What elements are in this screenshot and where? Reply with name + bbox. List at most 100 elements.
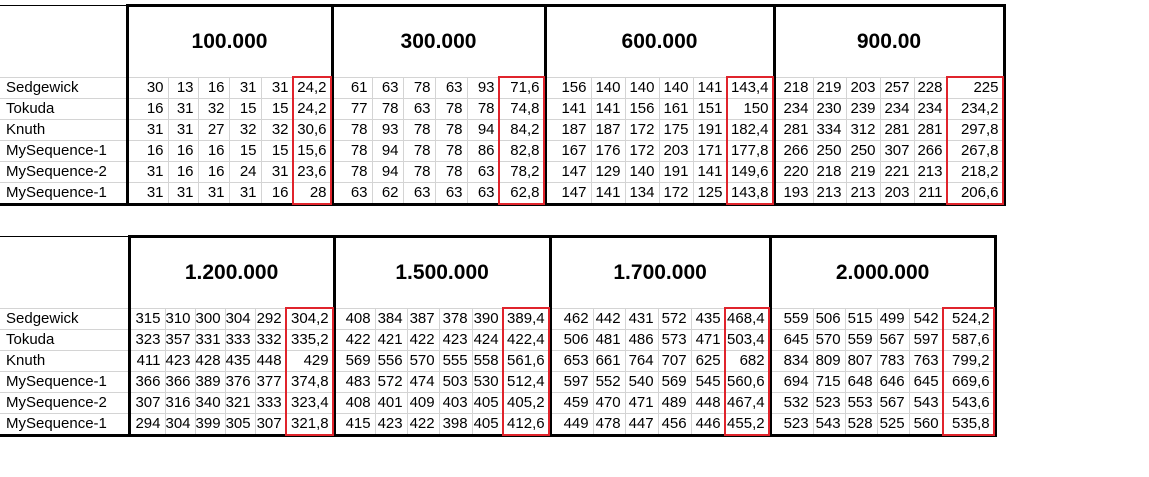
value-cell: 462 <box>548 308 594 330</box>
value-cell: 218 <box>772 77 813 99</box>
value-cell: 764 <box>624 350 659 372</box>
value-cell: 307 <box>879 140 914 162</box>
value-cell: 78 <box>330 119 372 141</box>
value-cell: 307 <box>127 392 165 414</box>
results-table-bottom: 1.200.000 1.500.000 1.700.000 2.000.000 Sedg… <box>0 235 997 437</box>
value-cell: 532 <box>768 392 814 414</box>
value-cell: 763 <box>908 350 944 372</box>
average-cell: 143,8 <box>726 182 776 206</box>
value-cell: 448 <box>690 392 726 414</box>
average-cell: 503,4 <box>724 329 772 351</box>
average-cell: 182,4 <box>726 119 776 141</box>
value-cell: 424 <box>471 329 504 351</box>
value-cell: 78 <box>434 98 467 120</box>
value-cell: 63 <box>434 77 467 99</box>
value-cell: 213 <box>913 161 947 183</box>
value-cell: 387 <box>406 308 440 330</box>
value-cell: 489 <box>657 392 692 414</box>
value-cell: 366 <box>164 371 196 393</box>
average-cell: 560,6 <box>724 371 772 393</box>
table-row: MySequence-2 31 16 16 24 31 23,6 78 94 78 78 63 78,2… <box>0 161 1006 183</box>
value-cell: 156 <box>543 77 591 99</box>
average-cell: 84,2 <box>498 119 547 141</box>
value-cell: 499 <box>876 308 910 330</box>
average-cell: 467,4 <box>724 392 772 414</box>
value-cell: 542 <box>908 308 944 330</box>
average-cell: 218,2 <box>946 161 1006 183</box>
value-cell: 24 <box>228 161 261 183</box>
value-cell: 332 <box>254 329 287 351</box>
value-cell: 405 <box>471 413 504 437</box>
value-cell: 597 <box>548 371 594 393</box>
average-cell: 15,6 <box>292 140 334 162</box>
value-cell: 234 <box>772 98 813 120</box>
value-cell: 172 <box>658 182 693 206</box>
value-cell: 27 <box>197 119 229 141</box>
value-cell: 94 <box>466 119 499 141</box>
value-cell: 230 <box>812 98 846 120</box>
value-cell: 331 <box>194 329 226 351</box>
value-cell: 203 <box>879 182 914 206</box>
table-row: Knuth 411 423 428 435 448 429 569 556 570 555 558 56… <box>0 350 997 372</box>
value-cell: 333 <box>224 329 256 351</box>
value-cell: 62 <box>371 182 403 206</box>
results-table-top: 100.000 300.000 600.000 900.00 Sedgewick 30 13… <box>0 4 1006 206</box>
value-cell: 213 <box>845 182 880 206</box>
average-cell: 561,6 <box>502 350 552 372</box>
average-cell: 304,2 <box>285 308 336 330</box>
value-cell: 86 <box>466 140 499 162</box>
corner-cell <box>0 236 129 309</box>
value-cell: 707 <box>657 350 692 372</box>
value-cell: 570 <box>812 329 846 351</box>
value-cell: 411 <box>127 350 165 372</box>
value-cell: 77 <box>330 98 372 120</box>
value-cell: 506 <box>548 329 594 351</box>
value-cell: 715 <box>812 371 846 393</box>
value-cell: 569 <box>332 350 376 372</box>
value-cell: 171 <box>692 140 727 162</box>
value-cell: 559 <box>844 329 878 351</box>
group-header: 1.700.000 <box>548 235 772 309</box>
value-cell: 234 <box>913 98 947 120</box>
value-cell: 93 <box>371 119 403 141</box>
value-cell: 316 <box>164 392 196 414</box>
value-cell: 31 <box>260 77 293 99</box>
value-cell: 552 <box>592 371 626 393</box>
value-cell: 219 <box>845 161 880 183</box>
value-cell: 384 <box>374 308 408 330</box>
value-cell: 151 <box>692 98 727 120</box>
average-cell: 587,6 <box>942 329 997 351</box>
value-cell: 31 <box>167 98 198 120</box>
average-cell: 143,4 <box>726 77 776 99</box>
value-cell: 63 <box>466 182 499 206</box>
value-cell: 193 <box>772 182 813 206</box>
average-cell: 669,6 <box>942 371 997 393</box>
value-cell: 191 <box>692 119 727 141</box>
value-cell: 15 <box>228 140 261 162</box>
table-row: Tokuda 323 357 331 333 332 335,2 422 421 422 423 42… <box>0 329 997 351</box>
average-cell: 225 <box>946 77 1006 99</box>
average-cell: 543,6 <box>942 392 997 414</box>
group-header: 900.00 <box>772 4 1006 78</box>
value-cell: 292 <box>254 308 287 330</box>
value-cell: 449 <box>548 413 594 437</box>
value-cell: 447 <box>624 413 659 437</box>
value-cell: 448 <box>254 350 287 372</box>
value-cell: 30 <box>125 77 168 99</box>
value-cell: 515 <box>844 308 878 330</box>
value-cell: 530 <box>471 371 504 393</box>
value-cell: 78 <box>466 98 499 120</box>
value-cell: 694 <box>768 371 814 393</box>
value-cell: 783 <box>876 350 910 372</box>
group-header: 1.500.000 <box>332 235 552 309</box>
average-cell: 412,6 <box>502 413 552 437</box>
value-cell: 556 <box>374 350 408 372</box>
table-row: MySequence-1 366 366 389 376 377 374,8 483 572 47… <box>0 371 997 393</box>
row-label: MySequence-1 <box>0 371 129 393</box>
value-cell: 281 <box>772 119 813 141</box>
value-cell: 471 <box>690 329 726 351</box>
row-label: Tokuda <box>0 329 129 351</box>
value-cell: 377 <box>254 371 287 393</box>
value-cell: 31 <box>167 182 198 206</box>
value-cell: 134 <box>624 182 659 206</box>
